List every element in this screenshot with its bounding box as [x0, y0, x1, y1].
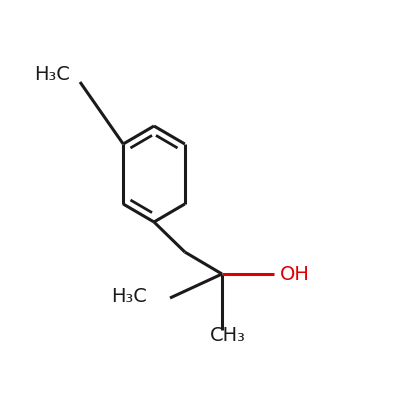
Text: OH: OH [280, 264, 310, 284]
Text: H₃C: H₃C [34, 64, 70, 84]
Text: H₃C: H₃C [111, 287, 147, 306]
Text: CH₃: CH₃ [210, 326, 246, 345]
